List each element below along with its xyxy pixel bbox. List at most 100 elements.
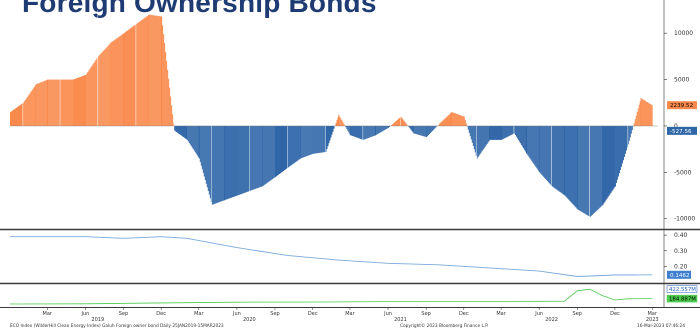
area-bar — [488, 125, 490, 142]
area-bar — [516, 125, 518, 139]
area-bar — [595, 125, 597, 212]
area-bar — [323, 125, 325, 153]
last-value-label: 184.887M — [669, 297, 696, 303]
area-bar — [618, 125, 620, 174]
area-bar — [179, 125, 181, 135]
area-bar — [590, 125, 592, 216]
area-bar — [337, 117, 339, 126]
area-bar — [646, 101, 648, 126]
area-bar — [650, 104, 652, 126]
area-bar — [133, 25, 135, 126]
area-bar — [256, 125, 258, 189]
area-bar — [486, 125, 488, 144]
area-bar — [16, 107, 17, 126]
area-bar — [117, 37, 119, 126]
area-bar — [428, 125, 430, 135]
area-bar — [170, 96, 172, 126]
area-bar — [411, 125, 413, 131]
area-bar — [497, 125, 499, 140]
area-bar — [134, 24, 136, 126]
area-bar — [603, 125, 605, 204]
area-bar — [559, 125, 561, 193]
y-tick-label: 0 — [674, 123, 678, 130]
area-bar — [357, 125, 359, 139]
area-bar — [364, 125, 366, 140]
y-tick-label: 10000 — [674, 30, 693, 37]
area-bar — [97, 56, 99, 126]
area-bar — [122, 33, 124, 126]
area-bar — [213, 125, 215, 205]
x-tick-label: Jun — [80, 311, 89, 317]
area-bar — [472, 125, 474, 146]
area-bar — [515, 125, 517, 137]
area-bar — [93, 62, 95, 126]
area-bar — [195, 125, 197, 154]
area-bar — [546, 125, 548, 181]
area-bar — [639, 101, 641, 126]
area-bar — [88, 70, 90, 126]
ratio-series-line — [10, 236, 653, 277]
area-bar — [107, 45, 109, 126]
area-bar — [342, 121, 344, 126]
area-bar — [231, 125, 233, 198]
area-bar — [283, 125, 284, 172]
x-tick-label: Mar — [345, 311, 355, 317]
area-bar — [434, 125, 436, 129]
area-bar — [640, 98, 642, 126]
area-bar — [85, 74, 87, 126]
area-bar — [457, 114, 459, 126]
area-bar — [140, 20, 142, 126]
area-bar — [385, 125, 387, 130]
area-bar — [255, 125, 257, 189]
area-bar — [238, 125, 240, 195]
area-bar — [145, 16, 147, 126]
area-bar — [306, 125, 308, 157]
area-bar — [225, 125, 227, 200]
area-bar — [102, 50, 104, 126]
area-bar — [216, 125, 218, 203]
x-tick-label: Sep — [421, 311, 430, 317]
area-bar — [136, 23, 138, 126]
area-bar — [126, 30, 128, 126]
area-bar — [267, 125, 269, 183]
footer: ECO Index (WilderHill Clean Energy Index… — [10, 322, 685, 328]
area-bar — [601, 125, 603, 206]
area-bar — [473, 125, 475, 150]
area-bar — [254, 125, 256, 190]
y-tick-label: -5000 — [674, 169, 692, 176]
area-bar — [171, 105, 173, 126]
area-bar — [250, 125, 252, 191]
area-bar — [118, 36, 120, 126]
area-bar — [230, 125, 232, 198]
area-bar — [630, 125, 632, 134]
area-bar — [257, 125, 259, 189]
x-tick-label: Mar — [496, 311, 506, 317]
area-bar — [218, 125, 220, 203]
area-bar — [103, 49, 105, 126]
area-bar — [304, 125, 306, 157]
area-bar — [302, 125, 304, 158]
area-bar — [191, 125, 193, 148]
area-bar — [369, 125, 371, 138]
area-bar — [565, 125, 567, 197]
area-bar — [420, 125, 422, 136]
area-bar — [204, 125, 206, 181]
x-year-label: 2021 — [394, 317, 407, 323]
area-bar — [188, 125, 190, 143]
area-bar — [424, 125, 426, 137]
area-bar — [21, 104, 22, 126]
area-bar — [52, 79, 54, 126]
area-bar — [125, 31, 127, 126]
area-bar — [393, 123, 395, 126]
area-bar — [168, 78, 170, 126]
area-bar — [18, 106, 19, 126]
area-bar — [568, 125, 570, 200]
area-bar — [483, 125, 485, 149]
area-bar — [510, 125, 512, 136]
x-tick-label: Sep — [119, 311, 128, 317]
area-bar — [159, 16, 161, 126]
area-bar — [327, 125, 329, 147]
area-bar — [43, 81, 45, 126]
area-bar — [169, 87, 171, 126]
area-bar — [326, 125, 328, 150]
